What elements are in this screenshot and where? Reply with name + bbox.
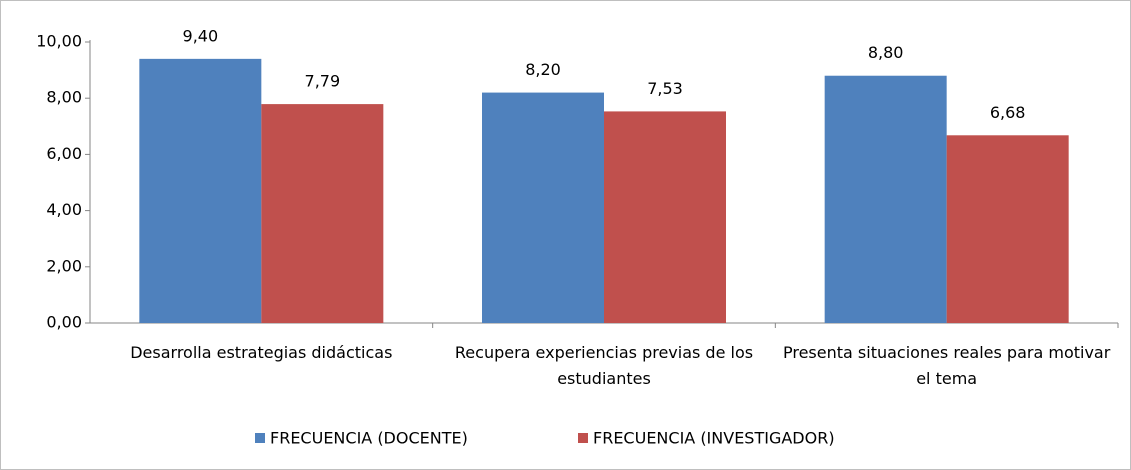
data-label: 7,79 [305,72,341,91]
y-tick-label: 10,00 [36,32,82,51]
x-tick-label: Recupera experiencias previas de los est… [454,343,754,388]
y-tick-label: 0,00 [46,313,82,332]
y-tick-label: 6,00 [46,144,82,163]
x-tick-label: Presenta situaciones reales para motivar… [782,343,1111,388]
y-tick-label: 8,00 [46,88,82,107]
bar [604,111,726,323]
bar [824,75,947,323]
bar [261,104,384,323]
data-label: 8,20 [525,60,561,79]
bar [482,92,604,323]
legend-label: FRECUENCIA (DOCENTE) [270,429,468,448]
bar [139,58,262,324]
data-label: 8,80 [868,43,904,62]
legend-swatch [255,433,265,443]
legend-swatch [578,433,588,443]
legend-label: FRECUENCIA (INVESTIGADOR) [593,429,835,448]
data-label: 6,68 [990,103,1026,122]
data-label: 9,40 [183,26,219,45]
data-label: 7,53 [647,79,683,98]
y-tick-label: 2,00 [46,256,82,275]
y-tick-label: 4,00 [46,200,82,219]
x-tick-label: Desarrolla estrategias didácticas [130,343,393,362]
bar [946,135,1069,323]
